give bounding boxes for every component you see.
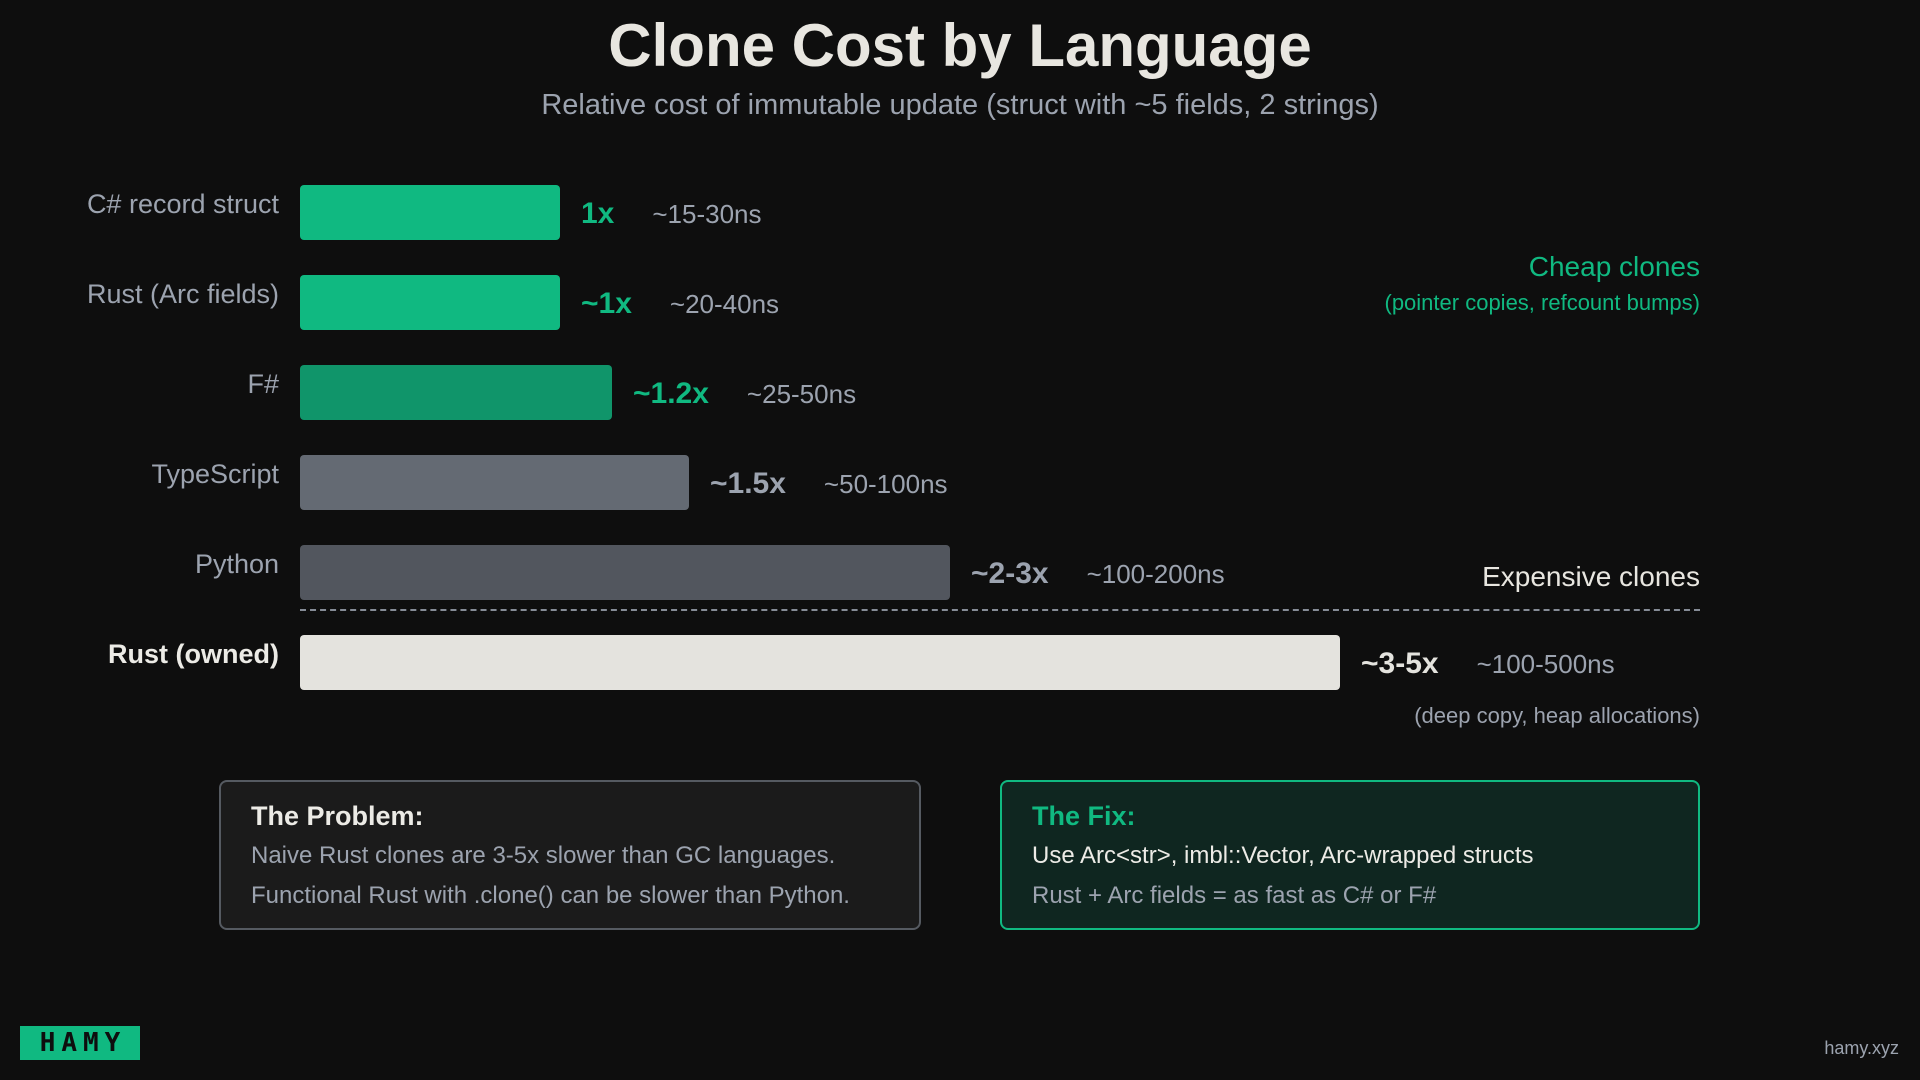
time-range-label: ~20-40ns (669, 289, 780, 319)
bar-value-group: ~1.5x ~50-100ns (710, 467, 948, 501)
cheap-clones-title: Cheap clones (1528, 251, 1700, 282)
bar (300, 635, 1340, 690)
bar (300, 185, 560, 240)
logo-text: HAMY (39, 1028, 127, 1058)
chart-row: Python ~2-3x ~100-200ns (0, 545, 1920, 600)
bar-value-group: ~1.2x ~25-50ns (633, 377, 856, 411)
expensive-clones-note: (deep copy, heap allocations) (1414, 703, 1700, 728)
multiplier-label: ~1.2x (633, 377, 709, 410)
fix-line: Rust + Arc fields = as fast as C# or F# (1032, 882, 1437, 909)
row-label: Rust (Arc fields) (86, 279, 279, 309)
expensive-clones-title: Expensive clones (1482, 561, 1700, 592)
fix-card: The Fix: Use Arc<str>, imbl::Vector, Arc… (1000, 780, 1700, 930)
time-range-label: ~25-50ns (746, 379, 857, 409)
problem-card: The Problem: Naive Rust clones are 3-5x … (219, 780, 921, 930)
row-label: TypeScript (151, 459, 279, 489)
chart-row: Rust (owned) ~3-5x ~100-500ns (0, 635, 1920, 690)
time-range-label: ~15-30ns (652, 199, 762, 229)
chart-title: Clone Cost by Language (608, 12, 1312, 79)
row-label: F# (247, 369, 279, 399)
bar (300, 545, 950, 600)
problem-title: The Problem: (251, 801, 424, 831)
chart-row: Rust (Arc fields) ~1x ~20-40ns (0, 275, 1920, 330)
cheap-clones-annotation: Cheap clones (pointer copies, refcount b… (1385, 250, 1701, 318)
problem-line: Functional Rust with .clone() can be slo… (251, 882, 850, 909)
fix-title: The Fix: (1032, 801, 1136, 831)
row-label: Rust (owned) (108, 639, 279, 669)
multiplier-label: ~2-3x (971, 557, 1049, 590)
problem-line: Naive Rust clones are 3-5x slower than G… (251, 842, 836, 869)
bar-value-group: ~3-5x ~100-500ns (1361, 647, 1615, 681)
bar-value-group: ~2-3x ~100-200ns (971, 557, 1225, 591)
chart-row: TypeScript ~1.5x ~50-100ns (0, 455, 1920, 510)
bar (300, 455, 689, 510)
row-label: C# record struct (86, 189, 279, 219)
bar-value-group: 1x ~15-30ns (581, 197, 762, 231)
cheap-clones-subtitle: (pointer copies, refcount bumps) (1384, 290, 1701, 315)
time-range-label: ~100-500ns (1476, 649, 1615, 679)
chart-row: F# ~1.2x ~25-50ns (0, 365, 1920, 420)
chart-subtitle: Relative cost of immutable update (struc… (541, 89, 1379, 121)
bar (300, 365, 612, 420)
chart-row: C# record struct 1x ~15-30ns (0, 185, 1920, 240)
fix-line: Use Arc<str>, imbl::Vector, Arc-wrapped … (1032, 842, 1534, 869)
time-range-label: ~50-100ns (823, 469, 948, 499)
multiplier-label: ~3-5x (1361, 647, 1439, 680)
site-url: hamy.xyz (1824, 1038, 1899, 1058)
row-label: Python (194, 549, 279, 579)
hamy-logo: HAMY (20, 1026, 140, 1060)
expensive-divider (300, 609, 1700, 611)
time-range-label: ~100-200ns (1086, 559, 1225, 589)
bar-value-group: ~1x ~20-40ns (581, 287, 779, 321)
multiplier-label: 1x (581, 197, 615, 230)
multiplier-label: ~1.5x (710, 467, 786, 500)
bar (300, 275, 560, 330)
multiplier-label: ~1x (581, 287, 632, 320)
